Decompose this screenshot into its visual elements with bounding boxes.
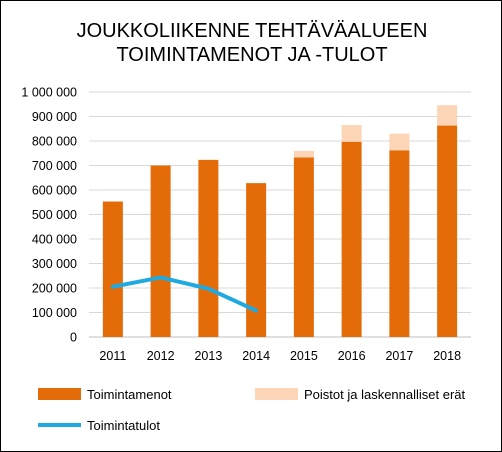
bar-toimintamenot-2014 xyxy=(246,183,267,337)
bar-toimintamenot-2013 xyxy=(198,159,219,337)
bar-layer xyxy=(102,105,458,337)
bar-poistot-ja-laskennalliset-er-t-2016 xyxy=(341,125,362,142)
y-axis-ticks: 0 100 000 200 000 300 000 400 000 500 000 600 … xyxy=(21,86,77,345)
y-tick-label: 100 000 xyxy=(32,306,77,320)
x-tick-label: 2012 xyxy=(147,349,175,363)
bar-poistot-ja-laskennalliset-er-t-2018 xyxy=(437,105,458,126)
grid-layer xyxy=(89,91,471,338)
legend-label: Poistot ja laskennalliset erät xyxy=(304,387,466,402)
x-tick-label: 2018 xyxy=(433,349,461,363)
chart-title-line-1: JOUKKOLIIKENNE TEHTÄVÄALUEEN xyxy=(77,20,428,42)
legend-swatch xyxy=(38,388,81,400)
y-tick-label: 700 000 xyxy=(32,159,77,173)
bar-poistot-ja-laskennalliset-er-t-2015 xyxy=(293,150,314,158)
x-tick-label: 2011 xyxy=(99,349,126,363)
bar-toimintamenot-2018 xyxy=(437,125,458,337)
legend: Toimintamenot Poistot ja laskennalliset e… xyxy=(38,387,466,433)
y-tick-label: 600 000 xyxy=(32,184,77,198)
line-layer xyxy=(110,275,259,313)
bar-toimintamenot-2012 xyxy=(150,165,171,337)
y-tick-label: 300 000 xyxy=(32,257,77,271)
chart-title-line-2: TOIMINTAMENOT JA -TULOT xyxy=(116,44,387,66)
legend-label: Toimintamenot xyxy=(87,387,172,402)
bar-toimintamenot-2016 xyxy=(341,141,362,337)
line-toimintatulot xyxy=(110,275,259,313)
bar-toimintamenot-2011 xyxy=(102,201,123,337)
bar-toimintamenot-2015 xyxy=(293,157,314,337)
y-tick-label: 400 000 xyxy=(32,233,77,247)
x-tick-label: 2016 xyxy=(338,349,366,363)
y-tick-label: 800 000 xyxy=(32,135,77,149)
x-tick-label: 2017 xyxy=(385,349,413,363)
bar-poistot-ja-laskennalliset-er-t-2017 xyxy=(389,133,410,151)
y-tick-label: 1 000 000 xyxy=(21,86,77,100)
bar-toimintamenot-2017 xyxy=(389,150,410,337)
x-tick-label: 2013 xyxy=(194,349,222,363)
legend-label: Toimintatulot xyxy=(87,418,160,433)
y-tick-label: 900 000 xyxy=(32,110,77,124)
y-tick-label: 0 xyxy=(70,331,77,345)
x-tick-label: 2015 xyxy=(290,349,318,363)
legend-swatch xyxy=(255,388,298,400)
y-tick-label: 500 000 xyxy=(32,208,77,222)
y-tick-label: 200 000 xyxy=(32,282,77,296)
x-tick-label: 2014 xyxy=(242,349,270,363)
x-axis-ticks: 2011 2012 2013 2014 2015 2016 2017 2018 xyxy=(99,349,461,363)
